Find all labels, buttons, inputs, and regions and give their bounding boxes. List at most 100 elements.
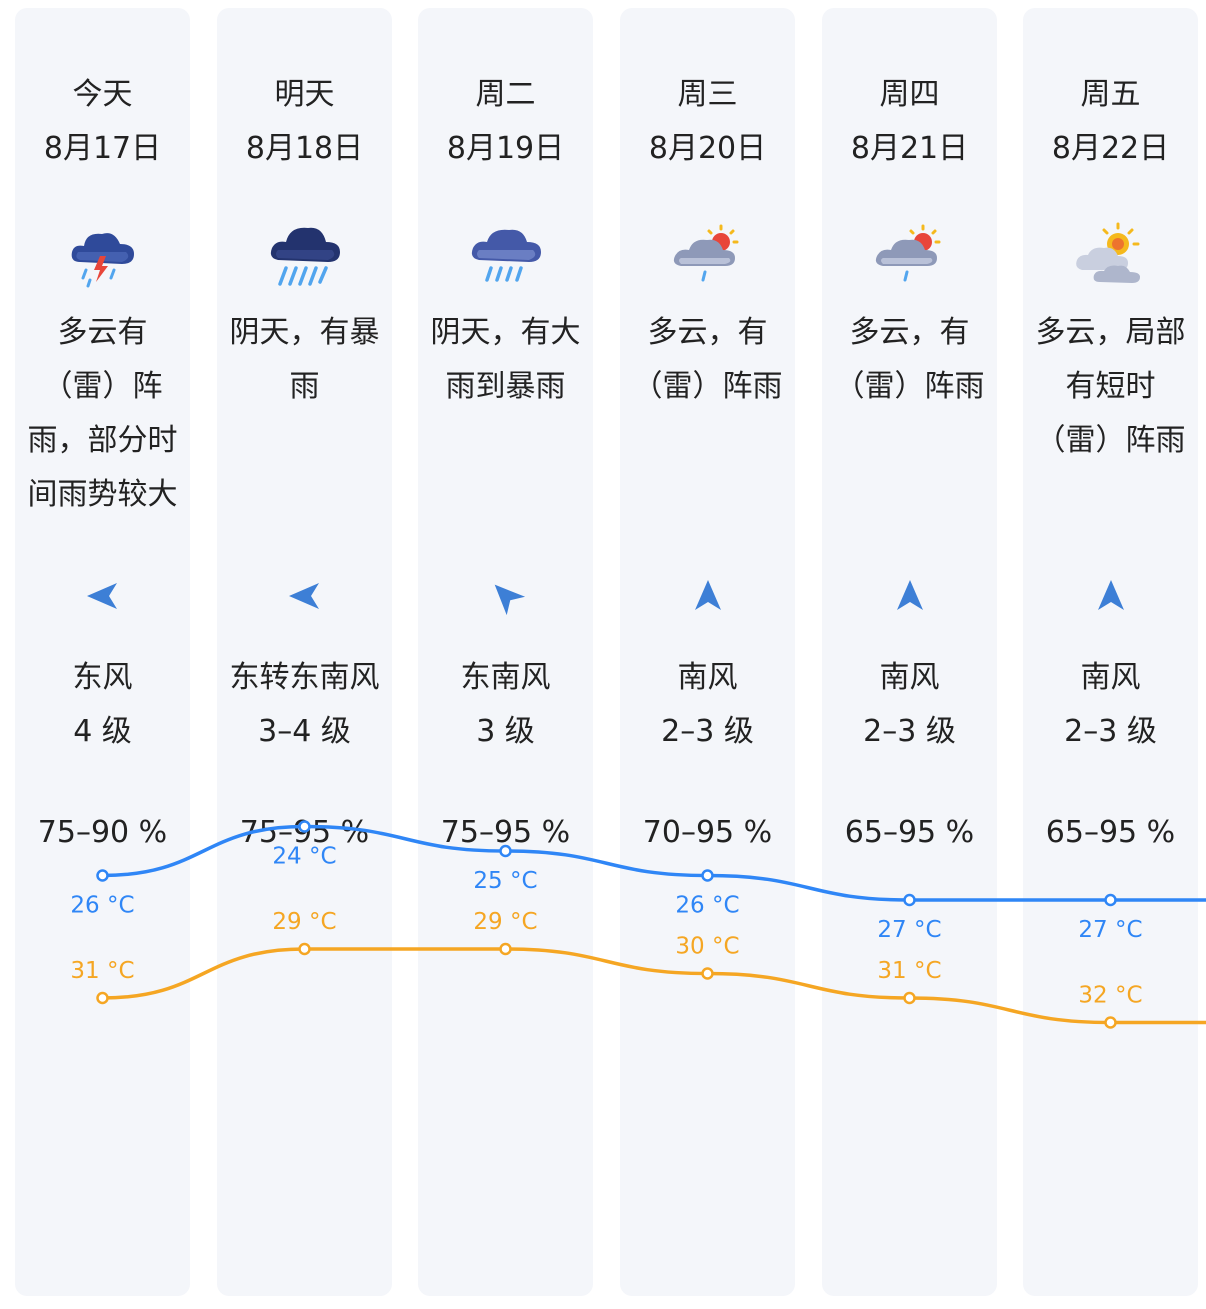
wind-direction: 南风 [677, 660, 738, 695]
low-temp-label: 26 °C [70, 893, 134, 919]
humidity: 70–95 % [642, 815, 773, 850]
day-column: 周三 8月20日多云，有 （雷）阵雨南风 2–3 级 70–95 % [620, 8, 795, 1296]
description-line: 多云，有 [647, 315, 768, 350]
description-line: 多云，有 [849, 315, 970, 350]
wind-direction-arrow-icon [1097, 580, 1124, 610]
day-column: 周五 8月22日 多云，局部 有短时 （雷）阵雨 南风 2–3 级 65–95 % [1023, 8, 1198, 1296]
day-name: 周四 [879, 77, 940, 112]
rain-icon [471, 229, 541, 282]
day-header: 周二 8月19日 [418, 68, 593, 176]
day-header: 今天 8月17日 [15, 68, 190, 176]
description-line: 雨，部分时 [27, 423, 178, 458]
wind-direction: 南风 [879, 660, 940, 695]
description-line: 有短时 [1065, 369, 1156, 404]
day-column: 今天 8月17日多云有 （雷）阵雨，部分时间雨势较大东风 4 级 75–90 % [15, 8, 190, 1296]
humidity: 65–95 % [844, 815, 975, 850]
high-temp-label: 32 °C [1078, 983, 1142, 1009]
day-name: 周五 [1080, 77, 1141, 112]
wind-info: 东南风 3 级 [418, 651, 593, 759]
wind-direction-arrow-icon [288, 583, 319, 609]
low-temp-label: 27 °C [1078, 917, 1142, 943]
high-temp-label: 30 °C [675, 934, 739, 960]
low-temp-point [701, 869, 714, 882]
heavy-rain-icon [270, 227, 340, 286]
day-header: 周三 8月20日 [620, 68, 795, 176]
low-temp-label: 27 °C [877, 917, 941, 943]
day-date: 8月17日 [43, 131, 162, 166]
humidity: 75–95 % [440, 815, 571, 850]
wind-level: 3 级 [476, 714, 535, 749]
low-temp-label: 26 °C [675, 893, 739, 919]
day-header: 周五 8月22日 [1023, 68, 1198, 176]
description-line: 阴天，有大 [430, 315, 581, 350]
wind-info: 南风 2–3 级 [620, 651, 795, 759]
description-line: 多云，局部 [1035, 315, 1186, 350]
wind-direction-arrow-icon [694, 580, 721, 610]
day-date: 8月19日 [446, 131, 565, 166]
high-temp-point [499, 942, 512, 956]
thunder-shower-icon [71, 233, 134, 288]
high-temp-point [298, 942, 311, 956]
description-line: （雷）阵雨 [632, 369, 783, 404]
low-temp-point [903, 893, 916, 907]
low-temp-point [96, 869, 109, 882]
description-line: 阴天，有暴 [229, 315, 380, 350]
description-line: 间雨势较大 [27, 477, 178, 512]
high-temp-point [96, 991, 109, 1005]
day-name: 周三 [677, 77, 738, 112]
wind-direction-arrow-icon [896, 580, 923, 610]
day-header: 周四 8月21日 [822, 68, 997, 176]
wind-direction: 东南风 [460, 660, 551, 695]
wind-level: 2–3 级 [863, 714, 956, 749]
high-temp-point [903, 991, 916, 1005]
high-temp-point [1104, 1016, 1117, 1029]
wind-info: 南风 2–3 级 [1023, 651, 1198, 759]
day-name: 周二 [475, 77, 536, 112]
wind-level: 2–3 级 [661, 714, 754, 749]
wind-info: 东风 4 级 [15, 651, 190, 759]
high-temp-label: 29 °C [473, 909, 537, 935]
day-column: 明天 8月18日 阴天，有暴雨东转东南风 3–4 级 75–95 % [217, 8, 392, 1296]
wind-info: 南风 2–3 级 [822, 651, 997, 759]
wind-direction: 东风 [72, 660, 133, 695]
partly-cloudy-shower-icon [673, 224, 738, 282]
day-column: 周四 8月21日多云，有 （雷）阵雨南风 2–3 级 65–95 % [822, 8, 997, 1296]
low-temp-point [499, 844, 512, 858]
weather-description: 阴天，有暴雨 [217, 306, 392, 414]
description-line: 多云有 [57, 315, 148, 350]
humidity: 75–90 % [37, 815, 168, 850]
weather-description: 多云有 （雷）阵雨，部分时间雨势较大 [15, 306, 190, 522]
wind-direction: 东转东南风 [229, 660, 380, 695]
weather-description: 多云，有 （雷）阵雨 [822, 306, 997, 414]
day-date: 8月20日 [648, 131, 767, 166]
high-temp-point [701, 967, 714, 980]
description-line: （雷）阵雨 [834, 369, 985, 404]
high-temp-label: 31 °C [70, 958, 134, 984]
description-line: 雨 [289, 369, 320, 404]
wind-direction-arrow-icon [494, 584, 525, 616]
wind-direction: 南风 [1080, 660, 1141, 695]
wind-level: 2–3 级 [1064, 714, 1157, 749]
wind-info: 东转东南风 3–4 级 [217, 651, 392, 759]
day-header: 明天 8月18日 [217, 68, 392, 176]
low-temp-label: 24 °C [272, 844, 336, 870]
low-temp-point [298, 820, 311, 833]
weather-description: 多云，局部 有短时 （雷）阵雨 [1023, 306, 1198, 468]
low-temp-label: 25 °C [473, 868, 537, 894]
low-temp-point [1104, 893, 1117, 907]
wind-level: 3–4 级 [258, 714, 351, 749]
description-line: 雨到暴雨 [445, 369, 566, 404]
description-line: （雷）阵 [42, 369, 163, 404]
weather-description: 多云，有 （雷）阵雨 [620, 306, 795, 414]
day-date: 8月18日 [245, 131, 364, 166]
day-name: 今天 [72, 77, 133, 112]
weather-description: 阴天，有大雨到暴雨 [418, 306, 593, 414]
high-temp-label: 29 °C [272, 909, 336, 935]
day-name: 明天 [274, 77, 335, 112]
day-date: 8月22日 [1051, 131, 1170, 166]
wind-level: 4 级 [73, 714, 132, 749]
high-temp-line [102, 947, 1206, 1025]
wind-direction-arrow-icon [86, 583, 117, 609]
humidity: 65–95 % [1045, 815, 1176, 850]
